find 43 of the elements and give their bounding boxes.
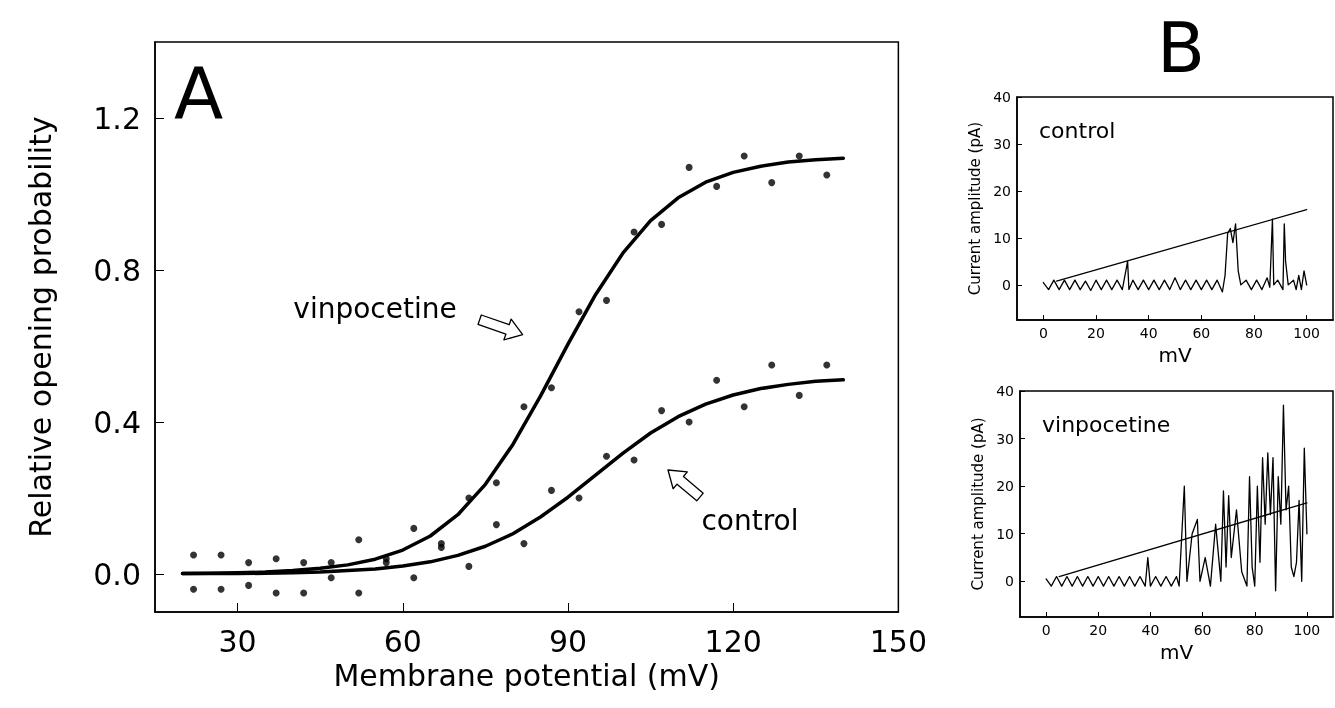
annotation: control [1039, 117, 1116, 143]
x-axis-title: mV [1158, 343, 1192, 367]
x-tick-label: 60 [1193, 622, 1212, 638]
y-tick-label: 10 [993, 229, 1011, 246]
y-axis-title: Current amplitude (pA) [965, 121, 984, 296]
y-tick-label: 40 [996, 383, 1014, 399]
y-tick-label: 30 [996, 430, 1014, 447]
y-tick-label: 20 [993, 182, 1011, 199]
y-tick-label: 0.4 [93, 404, 141, 440]
y-tick-label: 30 [993, 135, 1011, 152]
y-tick-label: 20 [996, 478, 1014, 495]
x-tick-label: 100 [1293, 622, 1321, 638]
x-tick-label: 20 [1087, 325, 1105, 342]
x-tick-label: 80 [1245, 622, 1264, 638]
y-tick-label: 0 [1005, 573, 1014, 590]
x-tick-label: 0 [1038, 325, 1048, 342]
y-tick-label: 10 [996, 525, 1014, 542]
x-tick-label: 60 [383, 623, 422, 659]
y-tick-label: 0.8 [93, 252, 141, 288]
x-axis-title: Membrane potential (mV) [333, 658, 720, 694]
annotation: vinpocetine [293, 291, 457, 325]
y-axis-title: Current amplitude (pA) [968, 417, 987, 591]
x-tick-label: 40 [1141, 622, 1160, 638]
x-tick-label: 120 [704, 623, 762, 659]
y-tick-label: 0.0 [93, 556, 141, 592]
x-tick-label: 30 [218, 623, 257, 659]
annotation: vinpocetine [1042, 411, 1171, 437]
x-tick-label: 100 [1293, 325, 1321, 342]
y-tick-label: 40 [993, 89, 1011, 105]
annotation: control [701, 503, 799, 537]
y-axis-title: Relative opening probability [22, 116, 58, 538]
x-tick-label: 20 [1089, 622, 1108, 638]
x-tick-label: 40 [1139, 325, 1158, 342]
x-tick-label: 60 [1192, 325, 1211, 342]
x-tick-label: 0 [1041, 622, 1051, 638]
x-tick-label: 90 [548, 623, 588, 659]
y-tick-label: 0 [1002, 276, 1011, 293]
x-tick-label: 150 [869, 623, 927, 659]
y-tick-label: 1.2 [93, 100, 141, 136]
x-tick-label: 80 [1245, 325, 1263, 342]
chart-title: A [174, 51, 224, 135]
chart-title: B [1156, 7, 1205, 89]
x-axis-title: mV [1159, 639, 1194, 664]
